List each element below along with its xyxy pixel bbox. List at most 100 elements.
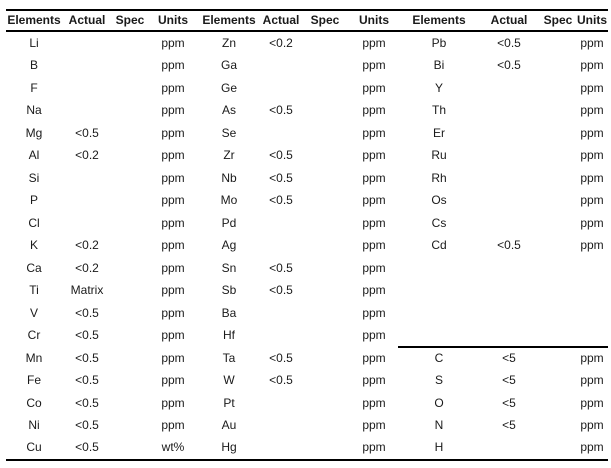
units-cell: ppm [362,440,386,455]
units-cell: ppm [580,58,604,73]
element-cell: Cr [27,328,41,343]
units-cell: ppm [580,148,604,163]
units-cell: ppm [161,36,185,50]
column-header: Actual [478,11,540,32]
units-cell: ppm [362,395,386,410]
spec-cell [540,347,576,369]
spec-cell [302,369,348,391]
units-cell [576,279,608,301]
column-header: Units [348,11,400,32]
element-cell: Th [431,103,446,118]
spec-cell [540,32,576,54]
units-cell [576,257,608,279]
element-cell: Li [29,36,39,50]
element-cell: Ti [29,283,39,298]
actual-cell [62,54,112,76]
units-cell: ppm [161,58,185,73]
units-cell: ppm [161,328,185,343]
spec-cell [540,324,576,346]
element-cell: S [434,373,443,388]
actual-cell [478,279,540,301]
spec-cell [112,99,148,121]
spec-cell [112,436,148,458]
element-cell: W [223,373,235,388]
units-cell: ppm [580,193,604,208]
column-header: Spec [112,11,148,32]
spec-cell [302,212,348,234]
element-cell: Cu [26,440,42,455]
spec-cell [540,234,576,256]
units-cell: ppm [362,328,386,343]
element-cell: Al [28,148,40,163]
element-cell: Os [431,193,447,208]
actual-cell [260,212,302,234]
units-cell: ppm [580,170,604,185]
column-header: Elements [198,11,260,32]
spec-cell [302,324,348,346]
element-cell: Hg [221,440,237,455]
units-cell: ppm [580,125,604,140]
actual-cell: Matrix [70,283,104,298]
column-header: Spec [540,11,576,32]
actual-cell [62,167,112,189]
column-header: Units [576,11,608,32]
units-cell [576,324,608,346]
units-cell: ppm [362,193,386,208]
spec-cell [302,122,348,144]
element-cell: Ta [222,350,236,365]
actual-cell [260,324,302,346]
actual-cell [260,122,302,144]
actual-cell: <5 [502,395,516,410]
spec-cell [540,414,576,436]
analysis-table: Elements Actual Spec Units Elements Actual Spe… [6,9,608,461]
units-cell: ppm [580,395,604,410]
spec-cell [302,32,348,54]
units-cell: ppm [161,193,185,208]
spec-cell [302,257,348,279]
spec-cell [302,167,348,189]
units-cell: wt% [161,440,185,455]
spec-cell [540,54,576,76]
units-cell: ppm [362,238,386,253]
actual-cell: <0.2 [75,238,99,253]
units-cell: ppm [362,170,386,185]
element-cell: P [29,193,38,208]
element-cell: Rh [431,170,447,185]
units-cell: ppm [161,215,185,230]
actual-cell: <0.5 [75,328,99,343]
element-cell: Ca [26,260,42,275]
units-cell: ppm [580,350,604,365]
element-cell: Hf [223,328,235,343]
column-header: Units [148,11,198,32]
element-cell: As [221,103,236,118]
spec-cell [112,212,148,234]
units-cell: ppm [580,417,604,432]
actual-cell [478,212,540,234]
element-cell [400,257,478,279]
element-cell: N [434,417,444,432]
units-cell: ppm [580,80,604,95]
actual-cell [478,257,540,279]
spec-cell [112,122,148,144]
actual-cell: <0.5 [497,238,521,253]
element-cell: F [30,80,38,95]
actual-cell: <0.5 [75,440,99,455]
actual-cell: <0.5 [269,193,293,208]
units-cell: ppm [161,395,185,410]
element-cell: H [434,440,444,455]
spec-cell [540,167,576,189]
spec-cell [302,144,348,166]
element-cell [400,302,478,324]
spec-cell [302,347,348,369]
spec-cell [540,436,576,458]
element-cell: Y [434,80,443,95]
units-cell: ppm [580,36,604,50]
spec-cell [112,414,148,436]
spec-cell [540,369,576,391]
column-header: Actual [62,11,112,32]
element-cell: K [29,238,38,253]
actual-cell: <5 [502,350,516,365]
spec-cell [540,212,576,234]
actual-cell [260,414,302,436]
